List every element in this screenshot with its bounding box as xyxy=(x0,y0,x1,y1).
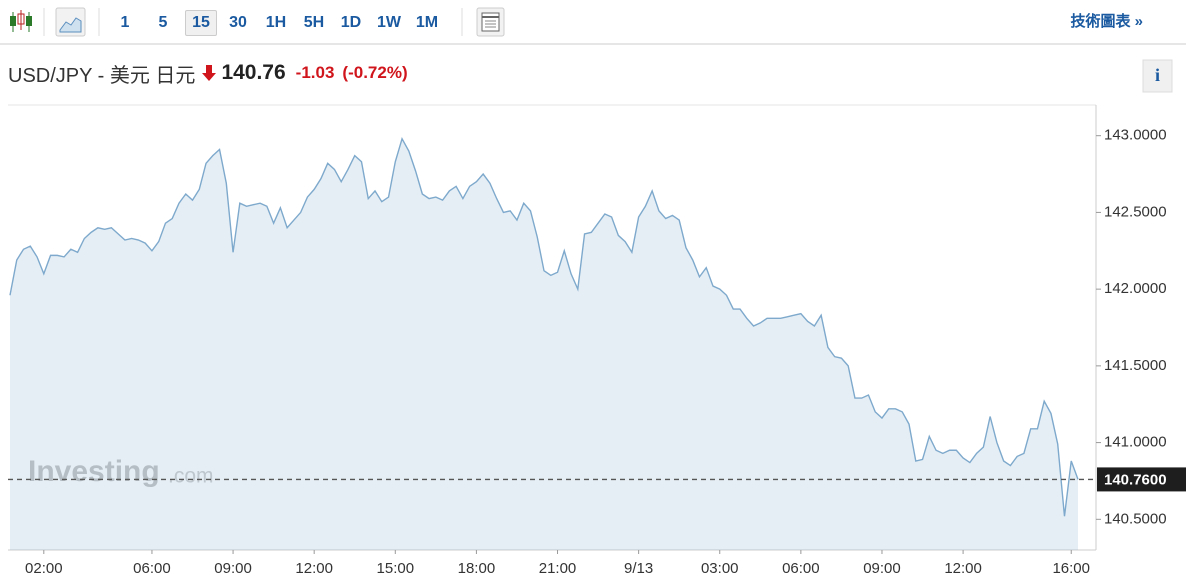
price-line xyxy=(9,136,1079,517)
y-tick-label: 141.0000 xyxy=(1104,434,1167,451)
down-arrow xyxy=(202,65,217,81)
info-button[interactable] xyxy=(1142,59,1173,93)
interval-button[interactable]: 1 xyxy=(120,14,130,31)
x-tick-label: 06:00 xyxy=(782,560,820,577)
y-tick-label: 142.5000 xyxy=(1104,203,1167,220)
price: 140.76 xyxy=(221,61,286,84)
watermark: Investing xyxy=(28,455,160,488)
icon-part xyxy=(26,16,32,26)
x-tick-label: 12:00 xyxy=(944,560,982,577)
interval-button[interactable]: 1W xyxy=(377,14,401,31)
icon-part xyxy=(481,12,500,32)
x-tick-label: 02:00 xyxy=(25,560,63,577)
icon-part xyxy=(10,16,16,26)
quote-header: USD/JPY - 美元 日元 140.76 -1.03 (-0.72%) xyxy=(8,58,408,88)
y-tick-label: 142.0000 xyxy=(1104,280,1167,297)
technical-chart-link[interactable]: 技術圖表 » xyxy=(1070,12,1143,30)
line-icon[interactable] xyxy=(55,7,86,37)
icon-part xyxy=(17,13,25,25)
x-tick-label: 12:00 xyxy=(295,560,333,577)
table-icon[interactable] xyxy=(476,7,505,37)
interval-button[interactable]: 5 xyxy=(158,14,168,31)
arrow-shape xyxy=(202,65,217,81)
change-percent: (-0.72%) xyxy=(342,63,408,82)
y-tick-label: 140.5000 xyxy=(1104,510,1167,527)
x-tick-label: 09:00 xyxy=(863,560,901,577)
watermark: .com xyxy=(168,465,214,488)
last-price-label: 140.7600 xyxy=(1104,471,1167,488)
interval-button[interactable]: 1M xyxy=(415,14,439,31)
interval-button[interactable]: 15 xyxy=(185,10,217,36)
last-price-box xyxy=(1097,467,1186,492)
interval-button[interactable]: 5H xyxy=(303,14,325,31)
x-tick-label: 09:00 xyxy=(214,560,252,577)
interval-button[interactable]: 1D xyxy=(340,14,362,31)
area-fill xyxy=(10,138,1078,550)
info-icon: i xyxy=(1155,65,1160,85)
plot: Investing .com 140.5000 141.0000 141.5000 142… xyxy=(8,104,1186,577)
instrument-title: USD/JPY - 美元 日元 xyxy=(8,64,196,87)
y-tick-label: 141.5000 xyxy=(1104,357,1167,374)
x-tick-label: 21:00 xyxy=(539,560,577,577)
interval-button[interactable]: 30 xyxy=(229,14,247,31)
x-tick-label: 15:00 xyxy=(377,560,415,577)
x-tick-label: 06:00 xyxy=(133,560,171,577)
x-tick-label: 9/13 xyxy=(624,560,653,577)
interval-button[interactable]: 1H xyxy=(265,14,287,31)
x-tick-label: 03:00 xyxy=(701,560,739,577)
y-tick-label: 143.0000 xyxy=(1104,127,1167,144)
x-tick-label: 16:00 xyxy=(1052,560,1090,577)
change: -1.03 xyxy=(295,63,335,82)
x-tick-label: 18:00 xyxy=(458,560,496,577)
icon-part xyxy=(59,17,82,33)
candle-icon[interactable] xyxy=(10,10,32,32)
